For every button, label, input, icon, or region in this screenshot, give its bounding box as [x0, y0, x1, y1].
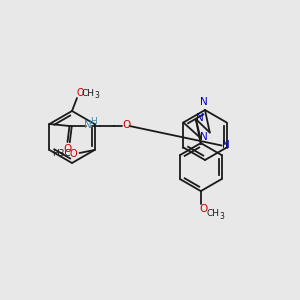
Text: CH: CH [82, 88, 94, 98]
Text: N: N [200, 132, 207, 142]
Text: N: N [196, 113, 204, 123]
Text: N: N [222, 140, 230, 151]
Text: N: N [200, 97, 208, 107]
Text: H3C: H3C [52, 149, 71, 158]
Text: H: H [90, 116, 97, 125]
Text: O: O [63, 144, 72, 154]
Text: CH: CH [206, 208, 219, 217]
Text: O: O [200, 204, 208, 214]
Text: O: O [70, 149, 77, 159]
Text: N: N [84, 120, 92, 130]
Text: O: O [122, 120, 130, 130]
Text: 3: 3 [94, 92, 99, 100]
Text: O: O [76, 88, 84, 98]
Text: 3: 3 [219, 212, 224, 220]
